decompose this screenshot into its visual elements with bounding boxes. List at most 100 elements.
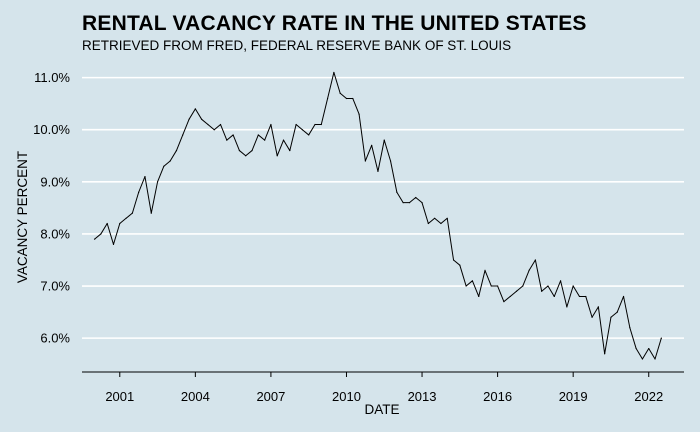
data-point <box>434 217 436 219</box>
data-point <box>138 191 140 193</box>
data-point <box>125 217 127 219</box>
data-point <box>484 269 486 271</box>
data-point <box>528 269 530 271</box>
data-point <box>194 108 196 110</box>
data-point <box>308 134 310 136</box>
data-point <box>446 217 448 219</box>
data-point <box>282 139 285 141</box>
data-point <box>175 149 178 152</box>
data-point <box>119 222 121 225</box>
data-point <box>421 202 423 204</box>
data-point <box>471 280 474 282</box>
y-tick-label: 7.0% <box>40 279 70 294</box>
y-tick-label: 11.0% <box>34 70 70 85</box>
chart-title: RENTAL VACANCY RATE IN THE UNITED STATES <box>82 12 587 35</box>
x-tick-label: 2007 <box>256 389 285 404</box>
data-point <box>465 285 467 287</box>
x-tick-label: 2016 <box>483 389 512 404</box>
data-point <box>408 202 411 204</box>
data-point <box>541 290 543 292</box>
data-point <box>326 97 329 100</box>
data-point <box>547 285 549 287</box>
data-point <box>559 280 562 282</box>
data-point <box>490 285 492 287</box>
data-point <box>635 347 637 350</box>
y-ticks-layer: 6.0% 7.0% 8.0% 9.0% 10.0% 11.0% <box>33 70 70 346</box>
data-point <box>270 123 272 126</box>
data-point <box>610 316 612 318</box>
data-point <box>509 295 511 298</box>
data-point <box>459 264 461 266</box>
data-point <box>182 134 184 136</box>
y-axis-title: VACANCY PERCENT <box>15 151 30 283</box>
data-point <box>440 222 442 225</box>
data-point <box>478 295 480 298</box>
data-point <box>345 97 348 100</box>
data-point <box>276 155 278 157</box>
data-point <box>396 191 398 193</box>
data-point <box>245 155 247 157</box>
x-tick-label: 2010 <box>332 389 361 404</box>
data-point <box>654 358 656 360</box>
data-point <box>553 295 555 298</box>
data-point <box>377 170 379 173</box>
x-tick-label: 2004 <box>181 389 210 404</box>
x-tick-label: 2019 <box>559 389 588 404</box>
data-point <box>314 123 316 126</box>
data-point <box>150 212 152 214</box>
data-point <box>364 160 366 162</box>
data-point <box>402 202 404 204</box>
data-point <box>566 306 568 308</box>
data-point <box>415 196 417 199</box>
data-point <box>383 139 385 141</box>
data-point <box>352 97 354 100</box>
data-point <box>169 160 171 162</box>
data-point <box>201 118 203 120</box>
data-point <box>93 238 96 240</box>
data-point <box>320 123 322 126</box>
data-point <box>452 259 455 261</box>
data-point <box>144 176 146 178</box>
data-point <box>522 285 524 287</box>
data-point <box>622 295 625 298</box>
data-point <box>578 295 581 298</box>
data-point <box>219 123 222 126</box>
data-point <box>597 306 599 308</box>
data-point <box>295 123 297 126</box>
data-point <box>616 311 618 313</box>
x-axis-title: DATE <box>364 402 399 417</box>
chart-subtitle: RETRIEVED FROM FRED, FEDERAL RESERVE BAN… <box>82 38 512 53</box>
y-tick-label: 10.0% <box>33 122 70 137</box>
data-point <box>131 212 133 214</box>
data-point <box>188 118 190 120</box>
data-point <box>339 92 341 94</box>
data-point <box>251 149 253 152</box>
data-point <box>232 134 234 136</box>
data-point <box>389 160 392 162</box>
data-point <box>238 149 241 152</box>
grid-layer <box>82 76 684 339</box>
data-point <box>371 144 373 146</box>
data-point <box>106 222 108 225</box>
data-point <box>534 259 536 261</box>
data-point <box>572 285 574 287</box>
data-point <box>301 129 303 131</box>
points-layer <box>93 71 662 360</box>
data-point <box>257 134 259 136</box>
y-tick-label: 6.0% <box>40 331 70 346</box>
data-point <box>264 139 266 141</box>
data-point <box>427 222 429 225</box>
data-point <box>660 337 662 339</box>
x-tick-label: 2022 <box>634 389 663 404</box>
data-point <box>629 327 631 329</box>
data-point <box>112 243 115 245</box>
data-point <box>358 113 360 115</box>
x-ticks-layer: 2001 2004 2007 2010 2013 2016 2019 2022 <box>105 372 663 404</box>
data-point <box>289 149 291 152</box>
data-point <box>213 129 215 131</box>
data-point <box>641 358 644 360</box>
y-tick-label: 9.0% <box>40 174 70 189</box>
x-tick-label: 2013 <box>408 389 437 404</box>
